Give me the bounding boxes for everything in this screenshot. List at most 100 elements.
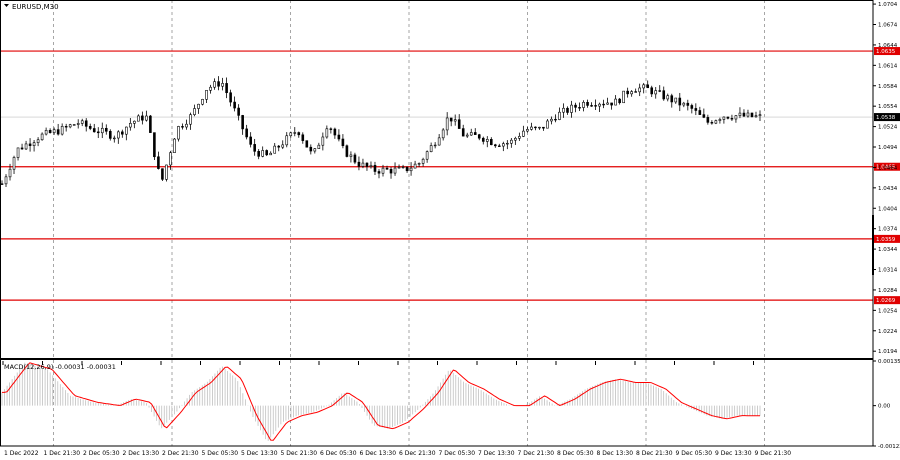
candle-body (489, 139, 493, 146)
candle-body (654, 90, 658, 95)
candle-body (265, 150, 268, 156)
candle-body (622, 90, 625, 104)
price-tick-label: 1.0644 (878, 43, 898, 49)
price-tick-label: 1.0584 (878, 84, 898, 90)
candle-body (125, 126, 128, 135)
candle-body (534, 126, 537, 129)
candle-body (261, 150, 264, 157)
candle-body (566, 107, 569, 113)
candle-body (642, 84, 645, 89)
candle-body (76, 123, 80, 125)
candle-body (12, 157, 16, 170)
candle-body (349, 154, 353, 157)
candle-body (213, 81, 216, 88)
candle-body (121, 131, 124, 135)
candle-body (56, 129, 60, 135)
time-label: 9 Dec 21:30 (755, 450, 792, 457)
candle-body (197, 103, 200, 109)
candle-body (4, 176, 8, 185)
macd-tick-label: 0.00 (878, 404, 891, 410)
candle-body (385, 167, 389, 170)
candle-body (297, 132, 301, 136)
candle-body (702, 114, 706, 118)
candle-body (72, 124, 76, 126)
candle-body (161, 168, 164, 180)
candle-body (52, 129, 56, 133)
candle-body (145, 115, 148, 121)
price-tick-label: 1.0374 (878, 227, 898, 233)
candle-body (309, 146, 313, 152)
candle-body (221, 83, 224, 87)
time-label: 8 Dec 05:30 (557, 450, 594, 457)
time-label: 6 Dec 05:30 (320, 450, 357, 457)
candle-body (241, 115, 244, 130)
candle-body (301, 134, 305, 141)
candle-body (129, 123, 132, 128)
candle-body (514, 137, 517, 141)
candle-body (634, 91, 637, 93)
level-label: 1.0269 (876, 298, 896, 304)
time-label: 5 Dec 05:30 (202, 450, 239, 457)
candle-body (481, 137, 485, 142)
candle-body (28, 143, 32, 146)
candle-body (237, 107, 240, 116)
candle-body (638, 87, 641, 93)
time-label: 7 Dec 21:30 (518, 450, 555, 457)
candle-body (582, 102, 585, 108)
candle-body (229, 92, 232, 103)
candle-body (538, 126, 541, 129)
candle-body (401, 166, 405, 169)
price-tick-label: 1.0314 (878, 268, 898, 274)
level-label: 1.0635 (876, 49, 896, 55)
candle-body (0, 183, 4, 185)
candle-body (88, 126, 92, 129)
horizontal-levels: 1.0635 1.0465 1.0359 1.0269 1.0538 (0, 47, 900, 305)
candle-body (149, 115, 152, 133)
candle-body (441, 129, 445, 139)
time-label: 2 Dec 21:30 (162, 450, 199, 457)
candle-body (329, 128, 333, 130)
candle-body (690, 105, 694, 109)
candle-body (185, 123, 188, 128)
candle-body (277, 145, 281, 148)
candle-body (68, 124, 72, 128)
candle-body (546, 120, 549, 129)
time-label: 7 Dec 13:30 (478, 450, 515, 457)
level-tag (874, 296, 900, 305)
macd-tick-label: -0.00122 (878, 444, 900, 450)
price-tick-label: 1.0554 (878, 104, 898, 110)
candle-body (153, 132, 156, 158)
candle-body (249, 136, 252, 145)
level-tag (874, 234, 900, 243)
macd-label: MACD(12,26,9) -0.00031 -0.00031 (4, 363, 116, 371)
candle-body (369, 164, 373, 167)
time-label: 9 Dec 13:30 (715, 450, 752, 457)
candle-body (217, 81, 220, 87)
candle-body (618, 98, 621, 104)
candle-body (405, 166, 409, 172)
time-label: 6 Dec 21:30 (399, 450, 436, 457)
price-tick-label: 1.0434 (878, 186, 898, 192)
candle-body (449, 117, 453, 122)
candle-body (522, 130, 525, 137)
candle-body (325, 128, 329, 138)
candle-body (698, 110, 702, 115)
candle-body (92, 128, 96, 133)
candle-body (461, 128, 465, 137)
price-tick-label: 1.0284 (878, 288, 898, 294)
candle-body (269, 152, 273, 156)
candle-body (20, 147, 24, 150)
candle-body (682, 102, 686, 106)
chart-labels: EURUSD,M30 MACD(12,26,9) -0.00031 -0.000… (4, 3, 116, 371)
candle-body (562, 107, 565, 113)
candle-body (742, 112, 746, 117)
candle-body (606, 102, 609, 105)
candle-body (453, 119, 457, 122)
candle-body (714, 120, 718, 124)
time-label: 2 Dec 05:30 (83, 450, 120, 457)
candle-body (117, 131, 120, 139)
price-tick-label: 1.0464 (878, 165, 898, 171)
plot-border (0, 0, 874, 447)
